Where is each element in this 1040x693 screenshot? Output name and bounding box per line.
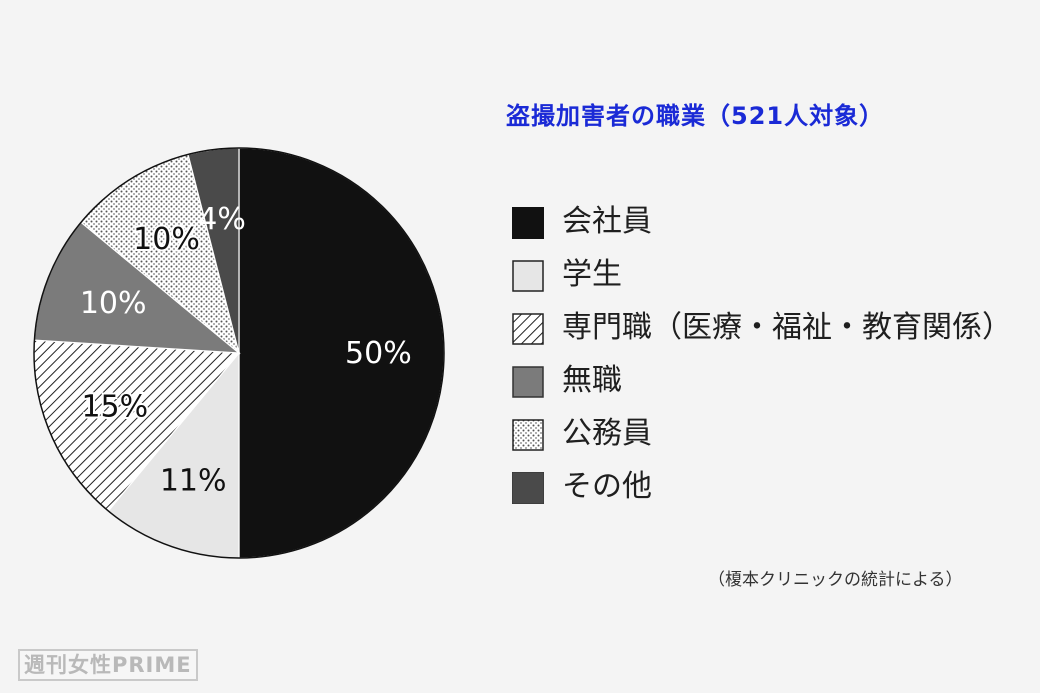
source-note: （榎本クリニックの統計による） — [708, 570, 963, 590]
slice-label-0: 50% — [345, 336, 412, 371]
slice-label-3: 10% — [80, 286, 147, 321]
legend-swatch-4 — [512, 419, 544, 451]
legend-label: 無職 — [562, 363, 622, 398]
legend-label: 学生 — [562, 257, 622, 292]
slice-label-1: 11% — [160, 463, 227, 498]
legend-swatch-3 — [512, 366, 544, 398]
pie-chart — [33, 147, 445, 559]
legend-swatch-5 — [512, 472, 544, 504]
slice-label-5: 4% — [198, 202, 246, 237]
pie-outline — [33, 147, 445, 559]
legend-label: 公務員 — [562, 416, 652, 451]
pie-slice-0 — [238, 147, 445, 559]
legend-label: その他 — [562, 469, 652, 504]
chart-title: 盗撮加害者の職業（521人対象） — [506, 102, 885, 130]
slice-label-4: 10% — [133, 222, 200, 257]
slice-label-2: 15% — [81, 390, 148, 425]
legend-swatch-1 — [512, 260, 544, 292]
legend-label: 専門職（医療・福祉・教育関係） — [562, 310, 1012, 345]
pie-labels: 50%11%15%10%10%4% — [79, 202, 412, 499]
watermark-logo: 週刊女性PRIME — [18, 649, 198, 681]
legend-swatch-2 — [512, 313, 544, 345]
legend-swatch-0 — [512, 207, 544, 239]
legend-label: 会社員 — [562, 204, 652, 239]
